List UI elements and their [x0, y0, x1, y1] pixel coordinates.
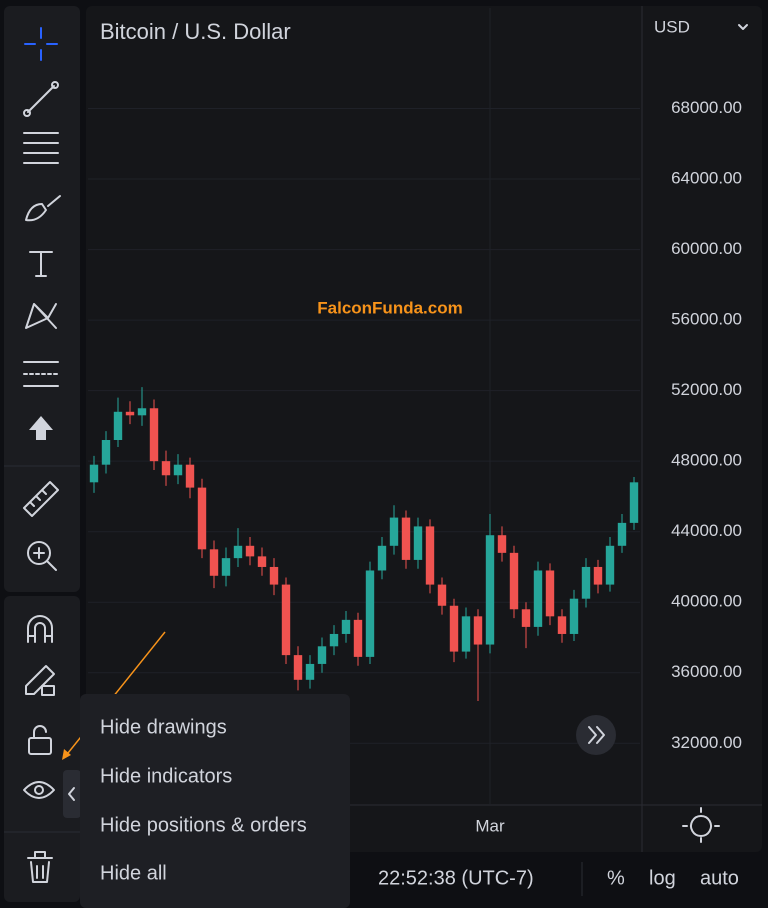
candle-body	[257, 556, 267, 567]
x-tick-label: Mar	[475, 816, 505, 835]
candle-body	[581, 566, 591, 599]
candle-body	[245, 545, 255, 557]
candle-body	[473, 616, 483, 645]
candle-body	[389, 517, 399, 546]
plot: 68000.00 64000.00 60000.00 56000.00 52000.00…	[88, 8, 742, 835]
candle-body	[149, 408, 159, 462]
collapse-tab[interactable]	[63, 770, 81, 818]
candle-body	[317, 646, 327, 664]
y-tick-label: 32000.00	[671, 733, 742, 752]
auto-toggle[interactable]: auto	[700, 867, 739, 889]
candle-body	[497, 535, 507, 553]
arrow-icon[interactable]	[29, 416, 53, 440]
menu	[80, 694, 350, 908]
candle-body	[137, 408, 147, 416]
candle-body	[161, 461, 171, 476]
candle-body	[509, 552, 519, 610]
candle-body	[209, 549, 219, 576]
candle-body	[413, 526, 423, 560]
candle-body	[269, 566, 279, 585]
candle-body	[437, 584, 447, 606]
menu-item[interactable]: Hide indicators	[100, 765, 232, 787]
y-tick-label: 44000.00	[671, 521, 742, 540]
y-tick-label: 52000.00	[671, 380, 742, 399]
settings-icon[interactable]	[682, 807, 720, 843]
candle-body	[365, 570, 375, 657]
percent-toggle[interactable]: %	[607, 867, 625, 889]
candle-body	[521, 609, 531, 627]
scroll-icon	[588, 726, 605, 744]
candle-body	[185, 464, 195, 488]
candle-body	[305, 663, 315, 680]
y-tick-label: 48000.00	[671, 451, 742, 470]
log-toggle[interactable]: log	[649, 867, 676, 889]
menu-item[interactable]: Hide positions & orders	[100, 814, 307, 836]
currency-chevron	[738, 24, 748, 30]
candle-body	[113, 411, 123, 441]
candle-body	[629, 482, 639, 523]
y-tick-label: 40000.00	[671, 592, 742, 611]
candle-body	[593, 566, 603, 585]
candle-body	[377, 545, 387, 571]
candle-body	[353, 619, 363, 657]
menu-item[interactable]: Hide all	[100, 862, 167, 884]
candle-body	[341, 619, 351, 634]
candle-body	[401, 517, 411, 560]
y-tick-label: 64000.00	[671, 169, 742, 188]
candle-body	[425, 526, 435, 585]
candle-body	[329, 633, 339, 647]
candle-body	[449, 605, 459, 652]
candle-body	[89, 464, 99, 483]
candle-body	[545, 570, 555, 617]
chart-pane	[86, 6, 762, 852]
menu-item[interactable]: Hide drawings	[100, 716, 227, 738]
toolbar-icons[interactable]	[4, 27, 80, 883]
candle-body	[173, 464, 183, 476]
watermark: FalconFunda.com	[317, 298, 462, 317]
y-tick-label: 56000.00	[671, 310, 742, 329]
candle-body	[461, 616, 471, 652]
collapse-chevron	[68, 787, 75, 801]
candle-body	[569, 598, 579, 634]
chart-title: Bitcoin / U.S. Dollar	[100, 19, 291, 44]
candle-body	[197, 487, 207, 550]
toolbar-bottom	[4, 596, 80, 902]
y-tick-label: 60000.00	[671, 239, 742, 258]
clock: 22:52:38 (UTC-7)	[378, 867, 534, 889]
candle-body	[557, 616, 567, 634]
candle-body	[221, 558, 231, 576]
candle-body	[125, 411, 135, 416]
currency-select[interactable]: USD	[654, 17, 690, 36]
y-tick-label: 68000.00	[671, 98, 742, 117]
candle-body	[233, 545, 243, 559]
candle-body	[485, 535, 495, 645]
toolbar	[4, 6, 80, 592]
candle-body	[281, 584, 291, 656]
annotation-arrowhead	[62, 749, 71, 760]
candle-body	[101, 440, 111, 465]
y-tick-label: 36000.00	[671, 662, 742, 681]
candle-body	[605, 545, 615, 585]
candle-body	[293, 655, 303, 680]
candle-body	[533, 570, 543, 627]
candle-body	[617, 522, 627, 546]
